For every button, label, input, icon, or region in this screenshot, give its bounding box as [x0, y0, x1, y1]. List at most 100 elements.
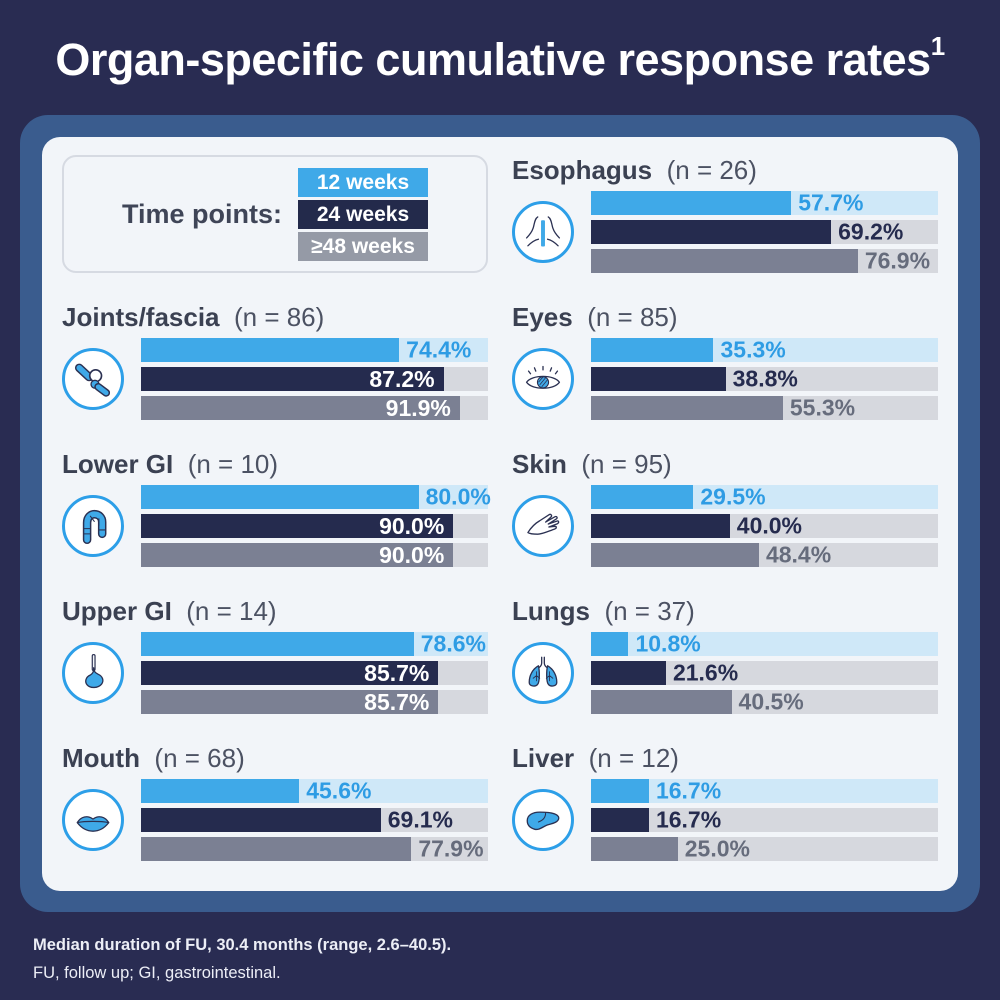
bar-fill-12weeks — [591, 485, 694, 509]
bar-value-label: 29.5% — [700, 483, 766, 510]
bar-value-label: 90.0% — [379, 512, 445, 539]
organ-section-lungs: Lungs (n = 37) 10.8% 21.6% 40.5% — [512, 596, 938, 714]
legend-chip-label: 24 weeks — [316, 202, 410, 226]
bar-value-label: 85.7% — [364, 688, 430, 715]
lungs-icon — [512, 642, 574, 704]
bar-value-label: 78.6% — [420, 630, 486, 657]
organ-name: Lower GI — [62, 449, 174, 479]
bar-value-label: 80.0% — [425, 483, 491, 510]
bar-value-label: 40.5% — [738, 688, 804, 715]
organ-name: Skin — [512, 449, 567, 479]
bar-track: 76.9% — [591, 249, 938, 273]
chart-columns: Time points: 12 weeks 24 weeks ≥48 weeks… — [62, 155, 938, 861]
bar-fill-12weeks — [141, 632, 414, 656]
organ-heading: Mouth (n = 68) — [62, 743, 488, 773]
organ-name: Joints/fascia — [62, 302, 220, 332]
bar-value-label: 10.8% — [635, 630, 701, 657]
bar-fill-48weeks: 85.7% — [141, 688, 439, 715]
organ-heading: Liver (n = 12) — [512, 743, 938, 773]
bar-track: 74.4% — [141, 338, 488, 362]
bar-fill-24weeks — [141, 808, 381, 832]
bar-value-label: 48.4% — [765, 541, 832, 568]
organ-n: (n = 86) — [226, 302, 325, 332]
bar-track: 35.3% — [591, 338, 938, 362]
bar-value-label: 74.4% — [406, 336, 472, 363]
organ-n: (n = 95) — [574, 449, 672, 479]
skin-icon — [512, 495, 574, 557]
legend-chip: 12 weeks — [298, 167, 428, 197]
lower-gi-icon — [62, 495, 124, 557]
page-title: Organ-specific cumulative response rates… — [0, 31, 1000, 86]
bar-fill-24weeks — [591, 808, 649, 832]
bar-fill-12weeks — [591, 779, 649, 803]
legend-label: Time points: — [121, 198, 282, 229]
organ-name: Liver — [512, 743, 575, 773]
column-left: Time points: 12 weeks 24 weeks ≥48 weeks… — [62, 155, 491, 861]
legend-chip: ≥48 weeks — [298, 231, 428, 261]
bar-track: 85.7% — [141, 690, 488, 714]
organ-n: (n = 68) — [147, 743, 245, 773]
bar-group: 35.3% 38.8% 55.3% — [591, 338, 938, 420]
organ-section-eyes: Eyes (n = 85) 35.3% 38.8% 55.3% — [512, 302, 938, 420]
organ-body: 45.6% 69.1% 77.9% — [62, 779, 488, 861]
bar-fill-24weeks: 87.2% — [141, 367, 444, 391]
bar-track: 87.2% — [141, 367, 488, 391]
mouth-icon — [62, 789, 124, 851]
organ-heading: Upper GI (n = 14) — [62, 596, 488, 626]
bar-track: 21.6% — [591, 661, 938, 685]
organ-section-lower-gi: Lower GI (n = 10) 80.0% 90.0% 90.0% — [62, 449, 491, 568]
organ-body: 57.7% 69.2% 76.9% — [512, 191, 938, 273]
bar-track: 91.9% — [141, 396, 488, 420]
chart-card: Time points: 12 weeks 24 weeks ≥48 weeks… — [42, 137, 958, 891]
organ-body: 29.5% 40.0% 48.4% — [512, 485, 938, 567]
bar-track: 25.0% — [591, 837, 938, 861]
legend-chips: 12 weeks 24 weeks ≥48 weeks — [298, 167, 428, 261]
bar-fill-24weeks — [591, 661, 666, 685]
footnotes: Median duration of FU, 30.4 months (rang… — [33, 936, 451, 983]
eyes-icon — [512, 348, 574, 410]
organ-body: 10.8% 21.6% 40.5% — [512, 632, 938, 714]
bar-value-label: 85.7% — [364, 659, 430, 686]
bar-track: 90.0% — [141, 514, 488, 538]
bar-value-label: 16.7% — [655, 777, 722, 804]
bar-value-label: 87.2% — [369, 365, 435, 392]
bar-value-label: 69.2% — [838, 218, 904, 245]
bar-track: 45.6% — [141, 779, 488, 803]
bar-fill-12weeks — [591, 191, 792, 215]
organ-name: Mouth — [62, 743, 140, 773]
bar-fill-48weeks — [591, 543, 759, 567]
bar-fill-12weeks — [141, 485, 419, 509]
liver-icon — [512, 789, 574, 851]
organ-body: 78.6% 85.7% 85.7% — [62, 632, 488, 714]
organ-heading: Lungs (n = 37) — [512, 596, 938, 626]
organ-body: 80.0% 90.0% 90.0% — [62, 483, 491, 568]
legend-box: Time points: 12 weeks 24 weeks ≥48 weeks — [62, 155, 488, 273]
bar-track: 38.8% — [591, 367, 938, 391]
bar-track: 48.4% — [591, 543, 938, 567]
bar-value-label: 55.3% — [789, 394, 856, 421]
bar-track: 80.0% — [141, 483, 491, 510]
organ-section-skin: Skin (n = 95) 29.5% 40.0% 48.4% — [512, 449, 938, 567]
joints-icon — [62, 348, 124, 410]
organ-n: (n = 12) — [581, 743, 679, 773]
bar-fill-12weeks — [591, 338, 714, 362]
bar-track: 55.3% — [591, 396, 938, 420]
page-title-superscript: 1 — [930, 31, 945, 61]
bar-fill-12weeks — [141, 779, 300, 803]
bar-fill-48weeks — [591, 249, 858, 273]
bar-track: 57.7% — [591, 191, 938, 215]
bar-group: 74.4% 87.2% 91.9% — [141, 338, 488, 420]
bar-value-label: 69.1% — [387, 806, 453, 833]
bar-track: 69.2% — [591, 220, 938, 244]
bar-fill-48weeks — [591, 690, 732, 714]
bar-group: 78.6% 85.7% 85.7% — [141, 632, 488, 714]
bar-track: 40.5% — [591, 690, 938, 714]
bar-value-label: 38.8% — [732, 365, 798, 392]
bar-value-label: 90.0% — [379, 541, 445, 568]
bar-fill-24weeks: 85.7% — [141, 659, 439, 686]
organ-heading: Joints/fascia (n = 86) — [62, 302, 488, 332]
bar-value-label: 25.0% — [684, 835, 750, 862]
footnote-median-duration: Median duration of FU, 30.4 months (rang… — [33, 936, 452, 954]
bar-fill-48weeks — [591, 837, 678, 861]
bar-value-label: 77.9% — [418, 835, 484, 862]
